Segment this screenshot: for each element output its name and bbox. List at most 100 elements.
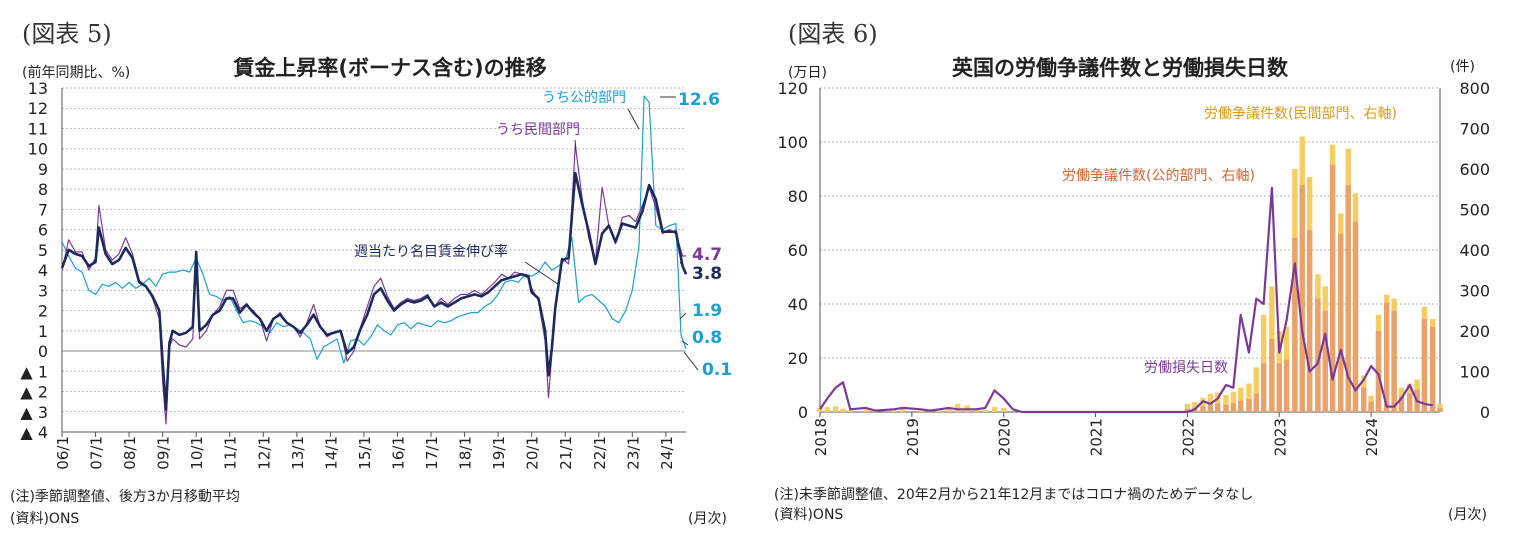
- bar: [1352, 221, 1359, 412]
- x-tick-label: 2020: [996, 418, 1014, 456]
- bar: [1437, 407, 1443, 412]
- bar: [1238, 387, 1244, 412]
- series-line: [61, 144, 686, 425]
- bar: [1384, 302, 1390, 412]
- bar: [847, 410, 853, 412]
- bar: [1322, 310, 1328, 413]
- x-tick-label: 15/1: [356, 436, 374, 470]
- y-tick-label: 11: [28, 119, 48, 138]
- chart-source: (資料)ONS: [774, 507, 844, 523]
- y-left-tick-label: 80: [788, 187, 808, 206]
- chart-source: (資料)ONS: [10, 511, 80, 527]
- chart-title: 賃金上昇率(ボーナス含む)の推移: [233, 56, 547, 80]
- y-tick-label: 6: [38, 221, 48, 240]
- bar: [1276, 363, 1282, 412]
- annotation-label: 労働争議件数(公的部門、右軸): [1062, 167, 1255, 184]
- y-left-tick-label: 60: [788, 241, 808, 260]
- bar: [1398, 395, 1405, 412]
- end-label-leader: [683, 351, 699, 371]
- end-value-label: 0.8: [692, 328, 722, 348]
- y-tick-label: 7: [38, 200, 48, 219]
- x-tick-label: 14/1: [322, 436, 340, 470]
- bar: [936, 409, 943, 412]
- x-tick-label: 17/1: [423, 436, 441, 470]
- bar: [1184, 403, 1191, 412]
- x-tick-label: 11/1: [222, 436, 240, 470]
- bar: [817, 407, 823, 412]
- y-left-tick-label: 20: [788, 349, 808, 368]
- y-tick-label: 10: [28, 140, 48, 159]
- end-value-label: 3.8: [692, 264, 722, 284]
- y-tick-label: 4: [38, 261, 48, 280]
- y-tick-label: 2: [38, 302, 48, 321]
- x-tick-label: 2018: [812, 418, 830, 456]
- y-tick-label: 5: [38, 241, 48, 260]
- bar: [1306, 229, 1313, 413]
- x-tick-label: 16/1: [389, 436, 407, 470]
- x-tick-label: 06/1: [54, 436, 72, 470]
- bar: [863, 409, 869, 412]
- bar: [1283, 359, 1290, 412]
- bar: [1192, 401, 1198, 412]
- y-tick-label: ▲ 2: [20, 383, 48, 402]
- annotation-label: うち民間部門: [496, 122, 580, 138]
- chart-plot-6: 0 20 40 60 80 100 120 0 100 200 300 400 500 600 700 800…: [777, 79, 1490, 456]
- y-right-tick-label: 600: [1459, 160, 1490, 179]
- end-label-leader: [681, 340, 689, 346]
- figure-label: (図表 5): [22, 20, 112, 48]
- annotation-leader: [627, 108, 640, 130]
- bar: [1368, 401, 1374, 412]
- bar: [1238, 400, 1244, 412]
- annotation-label: うち公的部門: [542, 90, 626, 106]
- x-tick-label: 2024: [1363, 418, 1381, 456]
- end-label-leader: [679, 312, 687, 320]
- bar: [1215, 392, 1221, 412]
- y-right-tick-label: 700: [1459, 120, 1490, 139]
- bar: [1230, 391, 1237, 413]
- bar: [1299, 185, 1305, 412]
- y-right-tick-label: 200: [1459, 322, 1490, 341]
- y-right-tick-label: 100: [1459, 363, 1490, 382]
- x-tick-label: 10/1: [188, 436, 206, 470]
- chart-panel-5: (図表 5) 賃金上昇率(ボーナス含む)の推移 (前年同期比、%) (注)季節調…: [0, 0, 750, 550]
- series-line: [61, 95, 687, 364]
- end-value-label: 12.6: [678, 90, 720, 110]
- x-tick-label: 24/1: [658, 436, 676, 470]
- end-value-label: 0.1: [702, 360, 732, 380]
- y-left-tick-label: 100: [777, 133, 808, 152]
- bar: [1338, 233, 1344, 412]
- y-right-tick-label: 300: [1459, 282, 1490, 301]
- x-tick-label: 22/1: [591, 436, 609, 470]
- y-tick-label: 1: [38, 322, 48, 341]
- bar: [1246, 383, 1252, 412]
- y-tick-label: ▲ 3: [20, 403, 48, 422]
- x-tick-label: 2021: [1088, 418, 1106, 456]
- x-tick-label: 20/1: [524, 436, 542, 470]
- bar: [991, 407, 998, 412]
- y-right-tick-label: 800: [1459, 79, 1490, 98]
- bar: [1430, 326, 1436, 412]
- annotation-label: 労働損失日数: [1144, 360, 1228, 376]
- bar: [1391, 310, 1397, 413]
- bar: [1421, 318, 1428, 412]
- bar: [1315, 298, 1321, 412]
- series-line: [60, 171, 688, 411]
- annotation-label: 週当たり名目賃金伸び率: [354, 243, 508, 260]
- bar: [1269, 339, 1275, 412]
- bar: [1253, 393, 1259, 412]
- bar: [1184, 408, 1191, 412]
- x-tick-label: 19/1: [490, 436, 508, 470]
- bar: [1207, 404, 1214, 412]
- end-value-label: 1.9: [692, 301, 722, 321]
- bar: [1407, 393, 1413, 412]
- y-left-tick-label: 120: [777, 79, 808, 98]
- bar: [832, 406, 839, 412]
- chart-panel-6: (図表 6) 英国の労働争議件数と労働損失日数 (万日) (件) (注)未季節調…: [760, 0, 1513, 550]
- bar: [982, 409, 989, 412]
- bar: [1253, 367, 1259, 412]
- y-right-tick-label: 500: [1459, 201, 1490, 220]
- annotation-leader: [524, 261, 559, 285]
- y-tick-label: 8: [38, 180, 48, 199]
- bar: [1375, 331, 1382, 412]
